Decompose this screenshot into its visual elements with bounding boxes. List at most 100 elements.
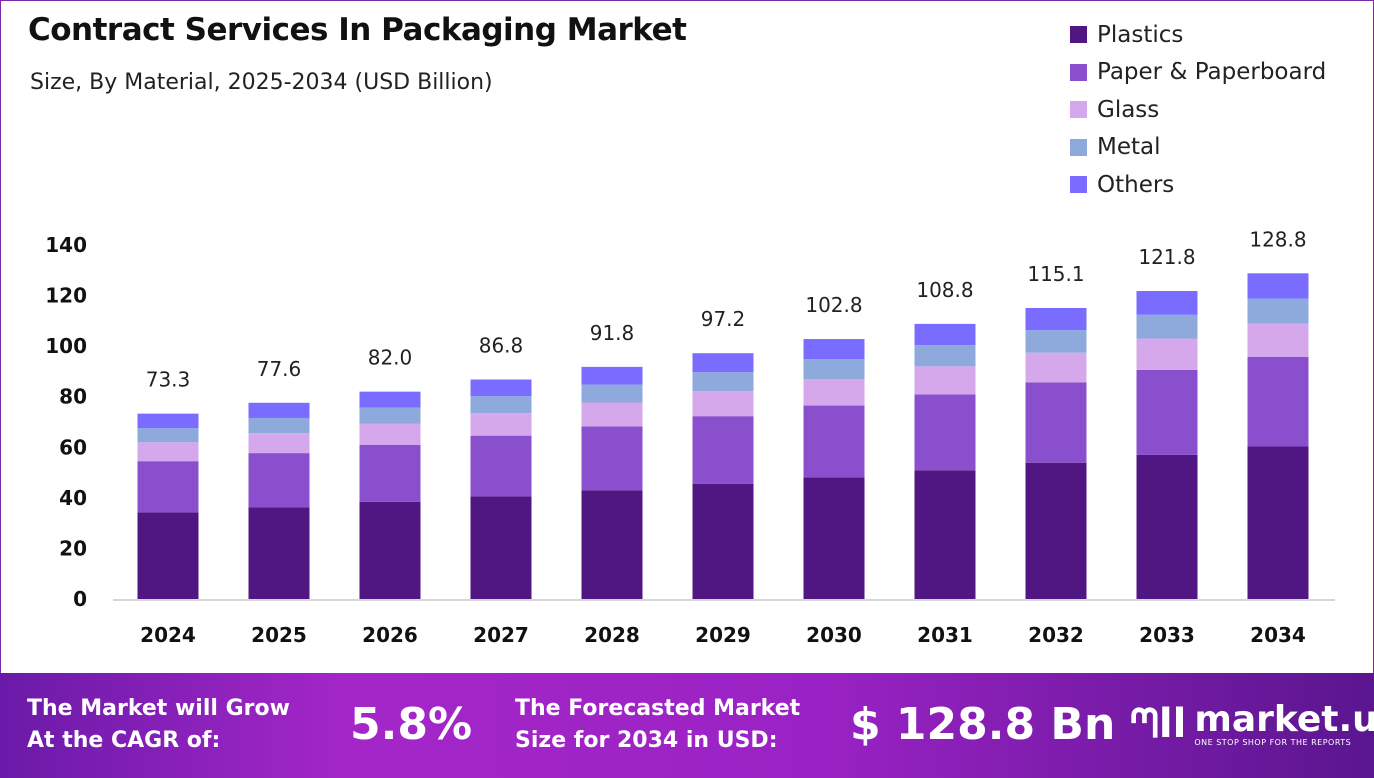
forecast-label-line1: The Forecasted Market xyxy=(515,696,801,721)
bar-segment-metal-2026 xyxy=(359,407,421,424)
legend-swatch xyxy=(1070,26,1087,44)
legend-item-paper: Paper & Paperboard xyxy=(1070,54,1326,92)
x-tick-label: 2024 xyxy=(140,623,196,647)
x-tick-label: 2026 xyxy=(362,623,418,647)
y-tick-label: 0 xyxy=(73,587,87,611)
bar-segment-glass-2029 xyxy=(692,391,754,417)
bar-segment-paper-paperboard-2032 xyxy=(1025,382,1087,463)
legend-item-metal: Metal xyxy=(1070,129,1326,167)
bar-segment-others-2032 xyxy=(1025,307,1087,331)
legend-swatch xyxy=(1070,101,1087,119)
bar-total-label: 86.8 xyxy=(479,334,524,358)
cagr-label-line2: At the CAGR of: xyxy=(27,728,221,753)
bar-segment-metal-2029 xyxy=(692,372,754,392)
cagr-label-line1: The Market will Grow xyxy=(27,696,290,721)
stacked-bar-chart: 0 20 40 60 80 100 120 140 73.3 2024 77.6 2025 82.0 20… xyxy=(45,227,1335,647)
y-tick-label: 60 xyxy=(59,435,87,459)
bar-total-label: 128.8 xyxy=(1249,227,1306,251)
legend-swatch xyxy=(1070,138,1087,156)
legend-item-glass: Glass xyxy=(1070,91,1326,129)
bar-segment-plastics-2028 xyxy=(581,490,643,599)
bar-total-label: 108.8 xyxy=(916,278,973,302)
legend: Plastics Paper & Paperboard Glass Metal … xyxy=(1070,16,1326,204)
bar-segment-metal-2034 xyxy=(1247,298,1309,324)
chart-subtitle: Size, By Material, 2025-2034 (USD Billio… xyxy=(30,70,493,95)
bar-segment-plastics-2031 xyxy=(914,470,976,599)
bar-segment-paper-paperboard-2034 xyxy=(1247,356,1309,447)
logo-tagline: ONE STOP SHOP FOR THE REPORTS xyxy=(1194,737,1352,747)
bar-segment-paper-paperboard-2033 xyxy=(1136,369,1198,455)
bar-segment-plastics-2024 xyxy=(137,512,199,599)
bar-total-label: 121.8 xyxy=(1138,245,1195,269)
bar-segment-paper-paperboard-2031 xyxy=(914,394,976,471)
bar-total-label: 82.0 xyxy=(368,346,413,370)
x-tick-label: 2025 xyxy=(251,623,307,647)
forecast-label-line2: Size for 2034 in USD: xyxy=(515,728,778,753)
y-tick-label: 80 xyxy=(59,385,87,409)
legend-label: Paper & Paperboard xyxy=(1097,59,1327,86)
y-tick-label: 120 xyxy=(45,284,87,308)
legend-item-plastics: Plastics xyxy=(1070,16,1326,54)
logo-name: market.us xyxy=(1194,698,1374,740)
x-tick-label: 2032 xyxy=(1028,623,1084,647)
bar-segment-metal-2030 xyxy=(803,359,865,380)
bar-segment-plastics-2032 xyxy=(1025,462,1087,599)
x-tick-label: 2033 xyxy=(1139,623,1195,647)
bar-segment-glass-2030 xyxy=(803,379,865,406)
bar-segment-paper-paperboard-2028 xyxy=(581,426,643,491)
bar-segment-others-2025 xyxy=(248,402,310,418)
bar-segment-paper-paperboard-2029 xyxy=(692,416,754,484)
legend-swatch xyxy=(1070,176,1087,194)
bar-segment-metal-2031 xyxy=(914,345,976,367)
bar-segment-others-2027 xyxy=(470,379,532,397)
legend-item-others: Others xyxy=(1070,166,1326,204)
legend-label: Others xyxy=(1097,171,1175,198)
chart-title: Contract Services In Packaging Market xyxy=(28,12,687,48)
bar-segment-plastics-2027 xyxy=(470,496,532,599)
bar-segment-others-2024 xyxy=(137,413,199,429)
bar-segment-metal-2024 xyxy=(137,428,199,443)
bar-segment-plastics-2034 xyxy=(1247,446,1309,599)
bar-segment-metal-2027 xyxy=(470,396,532,414)
bar-segment-others-2026 xyxy=(359,391,421,408)
y-tick-label: 100 xyxy=(45,334,87,358)
bar-segment-metal-2025 xyxy=(248,417,310,434)
bar-segment-others-2029 xyxy=(692,353,754,373)
bar-segment-metal-2033 xyxy=(1136,314,1198,339)
bar-segment-glass-2026 xyxy=(359,423,421,445)
y-tick-label: 20 xyxy=(59,536,87,560)
bar-segment-plastics-2033 xyxy=(1136,454,1198,599)
bar-segment-plastics-2025 xyxy=(248,507,310,599)
bar-total-label: 77.6 xyxy=(257,357,302,381)
bar-segment-paper-paperboard-2027 xyxy=(470,435,532,497)
bar-segment-metal-2032 xyxy=(1025,330,1087,353)
bar-segment-plastics-2026 xyxy=(359,501,421,599)
bar-total-label: 97.2 xyxy=(701,307,746,331)
x-tick-label: 2029 xyxy=(695,623,751,647)
logo-mark-icon: ᘉll xyxy=(1130,701,1187,747)
bar-segment-others-2030 xyxy=(803,339,865,360)
bar-total-label: 102.8 xyxy=(805,293,862,317)
bar-segment-glass-2024 xyxy=(137,442,199,462)
bar-segment-glass-2028 xyxy=(581,402,643,427)
bar-segment-glass-2033 xyxy=(1136,338,1198,370)
bar-segment-others-2028 xyxy=(581,366,643,385)
bar-segment-plastics-2029 xyxy=(692,483,754,599)
forecast-label: The Forecasted Market Size for 2034 in U… xyxy=(515,693,800,757)
bar-segment-others-2033 xyxy=(1136,291,1198,315)
footer-banner: The Market will Grow At the CAGR of: 5.8… xyxy=(0,673,1374,778)
bar-total-label: 91.8 xyxy=(590,321,635,345)
bar-total-label: 115.1 xyxy=(1027,262,1084,286)
x-tick-label: 2031 xyxy=(917,623,973,647)
x-tick-label: 2027 xyxy=(473,623,529,647)
bar-segment-others-2031 xyxy=(914,323,976,346)
bar-segment-paper-paperboard-2030 xyxy=(803,405,865,478)
bar-segment-plastics-2030 xyxy=(803,477,865,599)
legend-swatch xyxy=(1070,63,1087,81)
bar-segment-paper-paperboard-2026 xyxy=(359,444,421,502)
bar-segment-metal-2028 xyxy=(581,384,643,403)
bar-segment-paper-paperboard-2025 xyxy=(248,453,310,508)
bar-segment-glass-2034 xyxy=(1247,323,1309,357)
y-tick-label: 140 xyxy=(45,233,87,257)
market-us-logo: ᘉll market.us ONE STOP SHOP FOR THE REPO… xyxy=(1130,701,1374,747)
